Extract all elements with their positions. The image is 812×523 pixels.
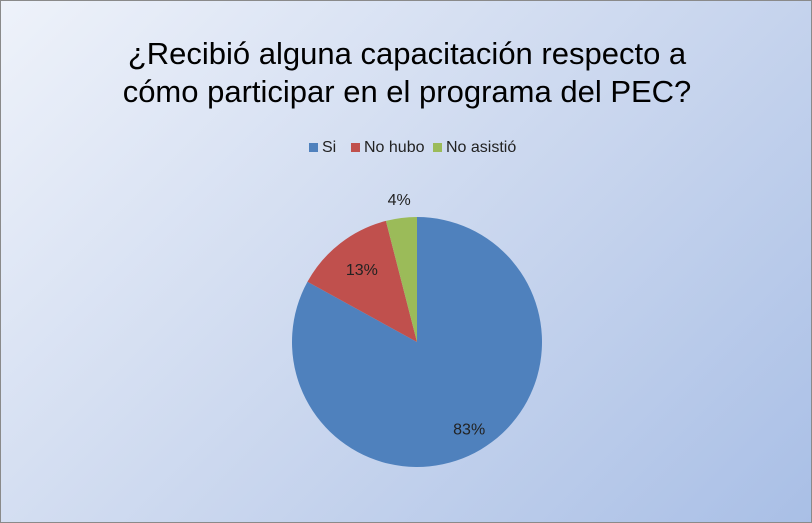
- pie-slice: [385, 217, 417, 342]
- chart-title: ¿Recibió alguna capacitación respecto a …: [122, 36, 692, 109]
- pie-slice: [307, 220, 417, 342]
- legend-label: No asistió: [446, 139, 516, 156]
- legend-swatch: [309, 143, 318, 152]
- data-label: 4%: [388, 192, 411, 209]
- data-label: 13%: [346, 262, 378, 279]
- data-label: 83%: [453, 421, 485, 438]
- legend-swatch: [351, 143, 360, 152]
- pie-slice: [292, 217, 542, 467]
- legend-label: Si: [322, 139, 336, 156]
- legend-swatch: [433, 143, 442, 152]
- legend-label: No hubo: [364, 139, 425, 156]
